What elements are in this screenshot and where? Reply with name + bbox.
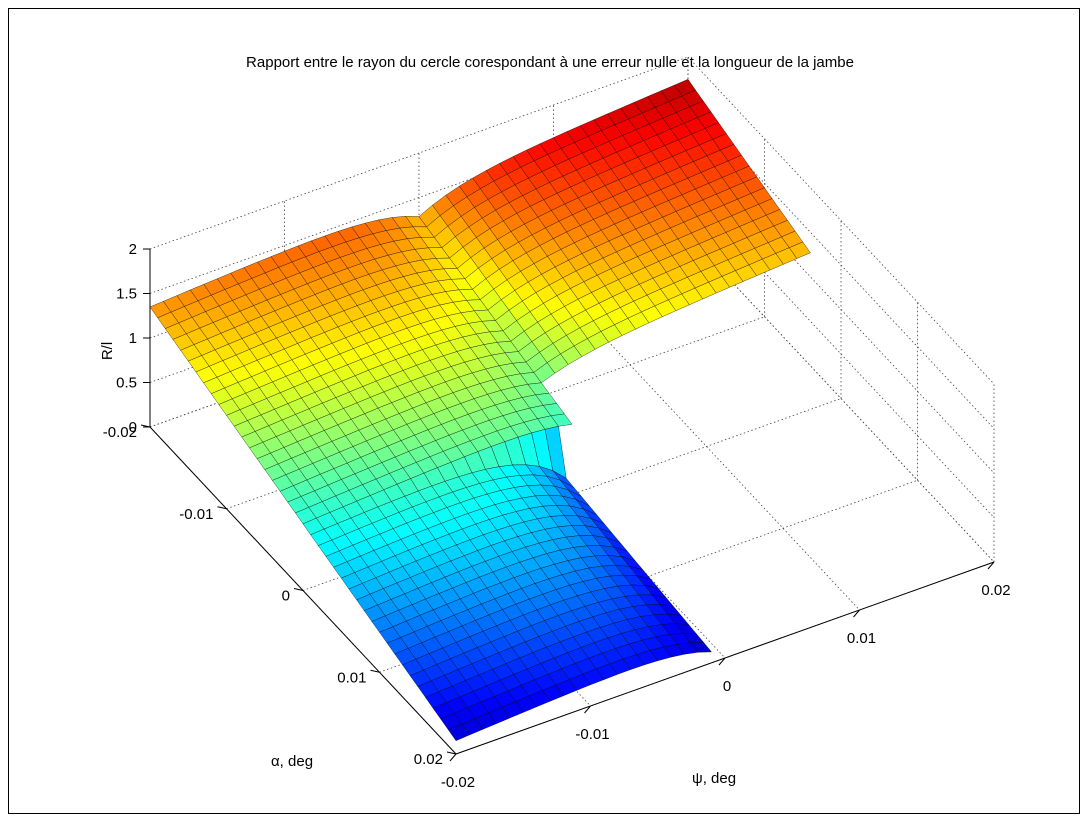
side-wall-gridline — [687, 101, 995, 429]
surface-cell — [550, 413, 573, 427]
floor-gridline — [226, 316, 765, 510]
y-tick — [293, 588, 304, 591]
floor-gridline — [553, 282, 860, 611]
y-tick-label: 0.01 — [337, 669, 366, 686]
surface-cell — [690, 642, 712, 653]
x-tick-label: 0 — [723, 678, 731, 695]
x-tick — [987, 561, 995, 570]
chart-title: Rapport entre le rayon du cercle corespo… — [246, 54, 854, 71]
surface-mesh — [149, 79, 811, 741]
y-tick — [446, 751, 457, 755]
x-axis-label: ψ, deg — [692, 770, 736, 787]
y-tick-label: 0 — [282, 588, 290, 605]
floor-gridline — [418, 330, 726, 659]
side-wall-gridline — [687, 190, 995, 518]
z-tick-label: 0.5 — [116, 375, 137, 392]
side-wall-gridline — [687, 145, 995, 474]
y-tick — [217, 506, 227, 510]
axes-box: -0.02 -0.01 0 0.01 0.02 -0.02 -0.01 0 0.01 0.02 0 0… — [103, 241, 1011, 791]
side-wall-gridline — [687, 56, 995, 385]
x-tick-label: -0.01 — [575, 726, 609, 743]
x-tick-label: 0.01 — [847, 630, 876, 647]
z-tick-label: 0 — [129, 419, 137, 436]
y-tick-label: -0.01 — [179, 506, 213, 523]
x-tick — [449, 753, 457, 762]
x-tick-label: -0.02 — [441, 774, 475, 791]
y-axis-label: α, deg — [271, 753, 313, 770]
floor-gridline — [379, 479, 918, 673]
x-tick — [853, 609, 860, 618]
y-tick-label: 0.02 — [414, 751, 443, 768]
z-axis-label: R/l — [99, 342, 116, 360]
y-tick — [370, 669, 380, 673]
z-tick-label: 1.5 — [116, 286, 137, 303]
y-tick-label: -0.02 — [103, 424, 137, 441]
surface-cell — [789, 241, 811, 259]
z-tick-label: 2 — [129, 241, 137, 258]
z-tick-label: 1 — [129, 330, 137, 347]
back-wall-gridline — [149, 56, 689, 250]
floor-gridline — [302, 398, 842, 591]
figure-frame: Rapport entre le rayon du cercle corespo… — [8, 8, 1080, 814]
surface-plot: Rapport entre le rayon du cercle corespo… — [99, 54, 1011, 791]
side-wall-gridline — [687, 234, 995, 563]
x-tick — [584, 705, 591, 714]
x-tick-label: 0.02 — [981, 582, 1010, 599]
x-tick — [718, 657, 726, 666]
